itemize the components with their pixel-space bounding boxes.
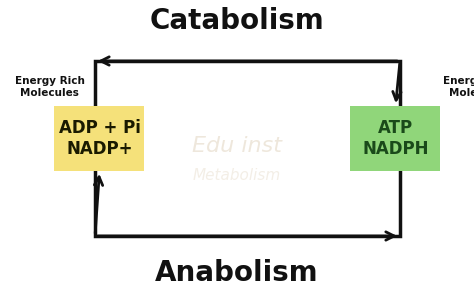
- Text: Metabolism: Metabolism: [193, 168, 281, 184]
- Text: Catabolism: Catabolism: [150, 7, 324, 35]
- Text: Edu inst: Edu inst: [192, 136, 282, 156]
- Text: ADP + Pi
NADP+: ADP + Pi NADP+: [59, 119, 140, 158]
- Bar: [55, 106, 145, 171]
- Text: ATP
NADPH: ATP NADPH: [362, 119, 429, 158]
- Bar: [350, 106, 440, 171]
- Text: Energy Poor
Molecules: Energy Poor Molecules: [443, 77, 474, 98]
- Text: Anabolism: Anabolism: [155, 259, 319, 287]
- Bar: [95, 61, 400, 236]
- Text: Energy Rich
Molecules: Energy Rich Molecules: [15, 77, 84, 98]
